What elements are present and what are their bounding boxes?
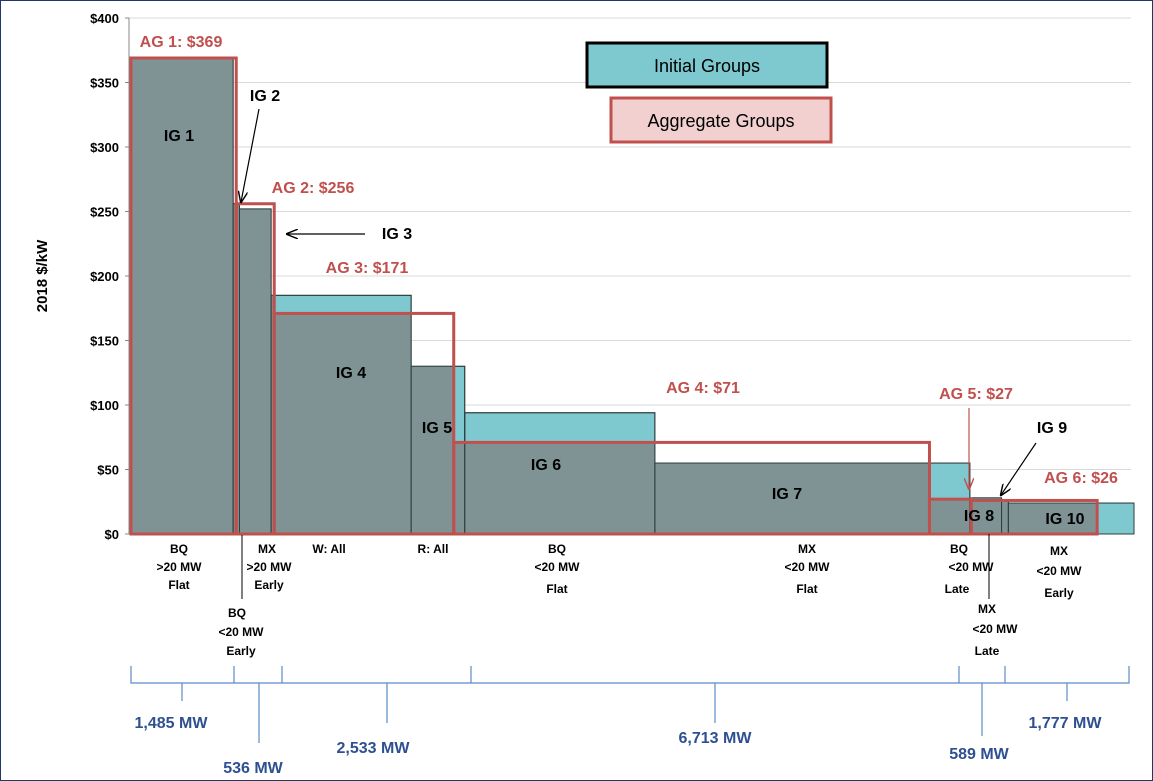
legend-aggregate-label: Aggregate Groups <box>647 111 794 131</box>
ig-label-5: IG 5 <box>422 420 452 437</box>
ag-label-5: AG 5: $27 <box>939 386 1013 403</box>
cat-8: BQ <20 MW Late <box>945 542 995 596</box>
capacity-label-6: 1,777 MW <box>1029 715 1103 732</box>
svg-text:Flat: Flat <box>796 582 817 596</box>
cat-5: R: All <box>418 542 449 556</box>
svg-text:Early: Early <box>226 644 256 658</box>
svg-text:Early: Early <box>1044 586 1074 600</box>
overlap-region <box>453 442 465 534</box>
overlap-region <box>233 203 237 534</box>
y-tick-label: $350 <box>90 76 119 91</box>
aggregate-group-bar-3 <box>272 311 456 536</box>
ag-label-2: AG 2: $256 <box>272 180 355 197</box>
ig-label-7: IG 7 <box>772 486 802 503</box>
ig2-arrow <box>241 108 260 202</box>
ig-label-10: IG 10 <box>1045 511 1084 528</box>
cat-1: BQ >20 MW Flat <box>156 542 202 592</box>
ig-label-9: IG 9 <box>1037 420 1067 437</box>
capacity-label-3: 2,533 MW <box>337 740 411 757</box>
svg-text:<20 MW: <20 MW <box>784 560 830 574</box>
ig-label-2: IG 2 <box>250 88 280 105</box>
cat-3: MX >20 MW Early <box>246 542 292 592</box>
cat-10: MX <20 MW Early <box>1036 544 1082 600</box>
svg-text:<20 MW: <20 MW <box>972 622 1018 636</box>
overlap-region <box>464 442 655 534</box>
cat-6: BQ <20 MW Flat <box>534 542 580 596</box>
y-axis-label: 2018 $/kW <box>34 239 51 312</box>
svg-text:>20 MW: >20 MW <box>246 560 292 574</box>
capacity-label-5: 589 MW <box>949 746 1009 763</box>
legend-initial-label: Initial Groups <box>654 56 760 76</box>
svg-text:Late: Late <box>975 644 1000 658</box>
capacity-label-2: 536 MW <box>223 760 283 777</box>
y-tick-label: $150 <box>90 334 119 349</box>
ig-label-4: IG 4 <box>336 365 366 382</box>
cat-4: W: All <box>312 542 345 556</box>
svg-text:Late: Late <box>945 582 970 596</box>
svg-text:Flat: Flat <box>168 578 189 592</box>
y-tick-label: $250 <box>90 205 119 220</box>
ig9-arrow <box>1001 442 1037 495</box>
svg-text:MX: MX <box>258 542 276 556</box>
overlap-region <box>1001 500 1009 534</box>
svg-text:Flat: Flat <box>546 582 567 596</box>
svg-text:<20 MW: <20 MW <box>218 625 264 639</box>
y-tick-label: $300 <box>90 140 119 155</box>
overlap-region <box>271 295 275 534</box>
overlap-region <box>929 499 970 534</box>
svg-text:>20 MW: >20 MW <box>156 560 202 574</box>
svg-text:BQ: BQ <box>228 606 246 620</box>
legend-aggregate-swatch <box>609 96 833 144</box>
y-tick-label: $200 <box>90 269 119 284</box>
svg-text:<20 MW: <20 MW <box>1036 564 1082 578</box>
svg-text:BQ: BQ <box>950 542 968 556</box>
overlap-region <box>971 500 1002 534</box>
cat-2: BQ <20 MW Early <box>218 606 264 658</box>
overlap-region <box>236 203 240 534</box>
capacity-label-4: 6,713 MW <box>679 730 753 747</box>
svg-text:BQ: BQ <box>170 542 188 556</box>
y-tick-label: $100 <box>90 398 119 413</box>
ig-label-1: IG 1 <box>164 128 194 145</box>
svg-text:Early: Early <box>254 578 284 592</box>
y-tick-label: $0 <box>105 527 119 542</box>
svg-text:<20 MW: <20 MW <box>534 560 580 574</box>
ag-label-3: AG 3: $171 <box>326 260 409 277</box>
overlap-region <box>131 57 234 535</box>
overlap-region <box>411 366 454 534</box>
ag-label-1: AG 1: $369 <box>140 34 223 51</box>
ig-label-6: IG 6 <box>531 457 561 474</box>
cat-9: MX <20 MW Late <box>972 602 1018 658</box>
overlap-region <box>274 313 412 534</box>
svg-text:<20 MW: <20 MW <box>948 560 994 574</box>
svg-text:MX: MX <box>798 542 816 556</box>
capacity-label-1: 1,485 MW <box>135 715 209 732</box>
ig-label-3: IG 3 <box>382 226 412 243</box>
overlap-region <box>239 208 272 535</box>
aggregate-group-bar-4 <box>452 440 931 536</box>
y-tick-label: $400 <box>90 11 119 26</box>
svg-text:MX: MX <box>978 602 996 616</box>
y-tick-label: $50 <box>97 463 119 478</box>
overlap-region <box>1008 503 1098 534</box>
legend-initial-swatch <box>585 41 829 89</box>
svg-text:BQ: BQ <box>548 542 566 556</box>
ig-label-8: IG 8 <box>964 508 994 525</box>
aggregate-group-bar-6 <box>969 498 1099 536</box>
capacity-bracket-axis <box>130 666 1130 743</box>
ag-label-4: AG 4: $71 <box>666 380 740 397</box>
svg-text:MX: MX <box>1050 544 1068 558</box>
overlap-region <box>654 463 930 534</box>
cat-7: MX <20 MW Flat <box>784 542 830 596</box>
ag-label-6: AG 6: $26 <box>1044 470 1118 487</box>
